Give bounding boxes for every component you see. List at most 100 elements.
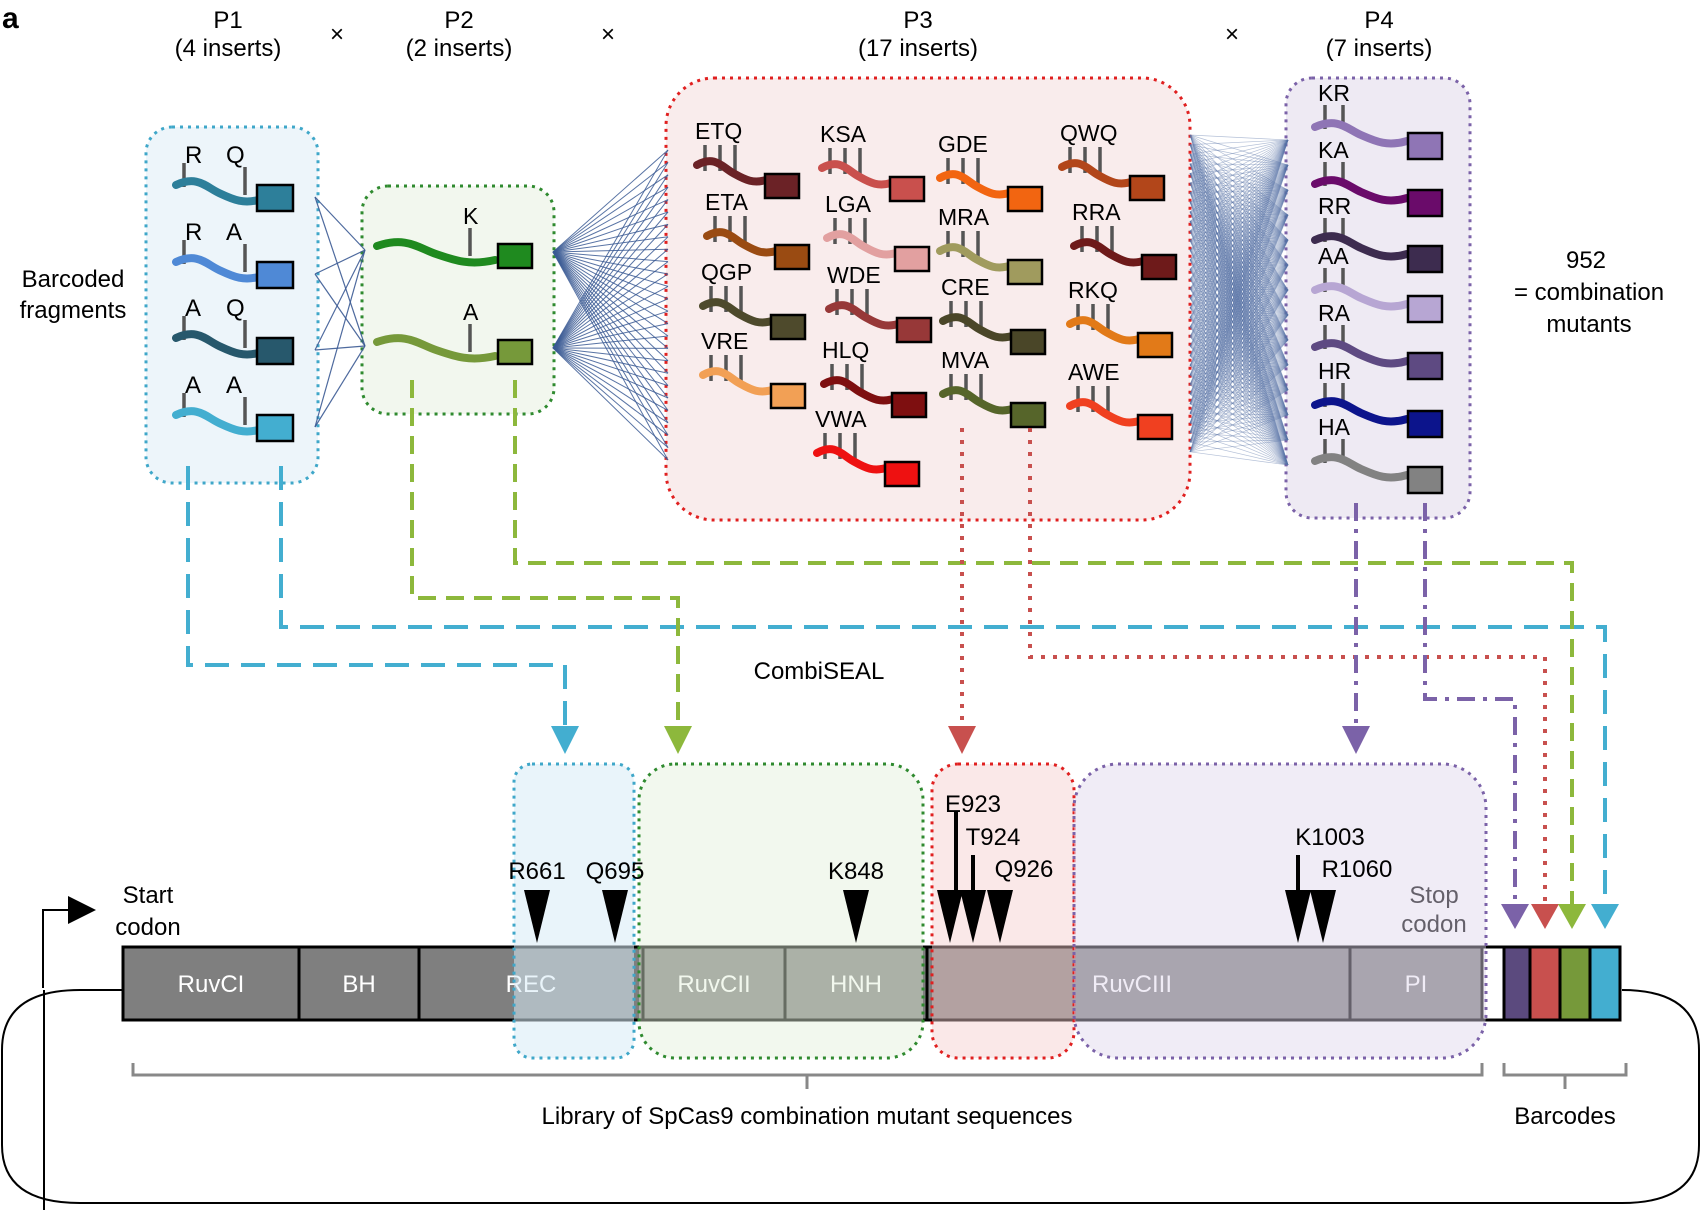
p3-insert: QGP [699,259,807,341]
domain-label: RuvCI [178,971,245,998]
combination-link [1189,189,1289,193]
combination-link [1189,314,1289,366]
route-p1-site1 [186,466,567,725]
combination-link [1189,163,1289,266]
p2-inserts: KA [373,203,534,366]
combination-link [1189,163,1289,216]
combination-link [1189,240,1289,341]
combination-link [1189,288,1289,416]
p3-insert: HLQ [820,337,928,419]
combination-link [1189,239,1289,347]
combination-link [1189,214,1289,222]
combination-link [1189,221,1289,341]
pool-header-p1: P1 (4 inserts) [175,7,282,62]
combination-link [1189,164,1289,433]
p3-inserts: ETQ ETA QGP VRE KSA LGA WDE HLQ VWA GDE MRA CRE MVA Q… [693,118,1178,488]
combination-link [1189,269,1289,291]
combination-link [1189,289,1289,405]
combination-link [1189,364,1289,424]
combination-link [1189,134,1289,141]
combination-link [1189,202,1289,441]
domain-bh [297,945,421,1022]
combination-link [1189,144,1289,416]
insert-label: HA [1318,414,1351,440]
insert-label: VWA [815,406,867,432]
stop-codon-line2: codon [1401,911,1466,938]
barcode-segment-p3 [1528,945,1562,1022]
combination-link [1189,264,1289,405]
combination-link [1189,134,1289,416]
combination-link [1189,139,1289,452]
combination-link [1189,189,1289,222]
combination-link [1189,211,1289,341]
combination-link [1189,384,1289,441]
barcode-box [1009,401,1047,429]
barcode-box [496,338,534,366]
combination-link [1189,317,1289,466]
insert-label: WDE [827,262,881,288]
combination-link [1189,202,1289,391]
combination-link [1189,364,1289,443]
combination-link [1189,278,1289,466]
combination-link [1189,250,1289,441]
arrowhead-p2-site [664,726,692,754]
combination-link [552,347,669,374]
pool-count: (7 inserts) [1326,35,1433,62]
combination-link [1189,153,1289,191]
combination-link [1189,249,1289,316]
barcode-box [1136,331,1174,359]
combination-link [552,223,669,253]
combination-link [1189,230,1289,391]
plasmid-backbone [1,989,1700,1204]
combination-link [1189,221,1289,466]
combination-link [1189,249,1289,341]
insert-label: ETQ [695,118,742,144]
routing-lines [186,380,1607,905]
combination-link [1189,326,1289,341]
combination-link [1189,214,1289,356]
combination-link [1189,389,1289,443]
combination-link [1189,134,1289,341]
combination-link [1189,264,1289,289]
insert-strand [699,367,779,396]
combination-link [1189,154,1289,366]
combination-link [1189,214,1289,261]
combination-link [1189,134,1289,366]
combination-link [1189,264,1289,424]
start-codon-line2: codon [115,914,180,941]
combination-link [314,249,366,428]
stop-codon-line1: Stop [1409,882,1458,909]
insert-label: ETA [705,189,749,215]
combination-link [1189,355,1289,441]
combination-link [1189,173,1289,391]
combination-link [1189,259,1289,416]
insert-strand [1311,282,1411,311]
combination-link [1189,214,1289,385]
combination-link [1189,239,1289,309]
combination-link [1189,163,1289,166]
combination-link [1189,393,1289,466]
combination-link [1189,164,1289,203]
combination-link [1189,403,1289,416]
combination-link [1189,239,1289,318]
arrowhead-barcode-p1 [1591,904,1619,929]
combination-link [1189,264,1289,395]
barcode-box [1128,174,1166,202]
combination-link [552,149,669,349]
combination-link [1189,182,1289,441]
combination-link [1189,264,1289,328]
start-codon-line1: Start [123,882,174,909]
combination-link [1189,214,1289,299]
site-marker-k1003 [1285,890,1311,943]
barcode-segment-p4 [1502,945,1532,1022]
combination-link [1189,139,1289,232]
combination-link [1189,264,1289,347]
combination-link [1189,189,1289,251]
combination-link [1189,259,1289,316]
combination-link [1189,239,1289,404]
combination-link [1189,139,1289,174]
combination-link [1189,189,1289,261]
combination-link [1189,164,1289,174]
insert-label: HLQ [822,337,869,363]
arrowhead-barcode-p3 [1531,904,1559,929]
